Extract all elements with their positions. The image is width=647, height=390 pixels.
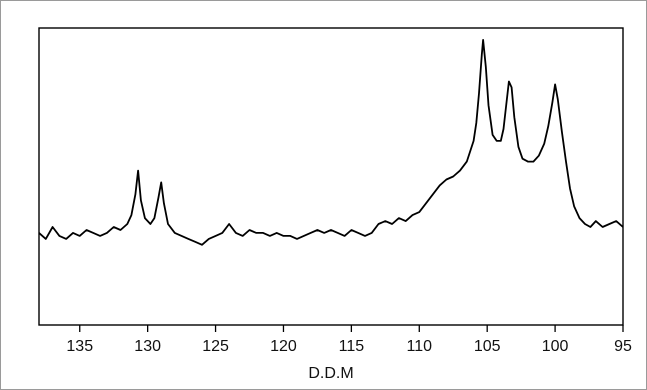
x-tick-label-120: 120 [270,338,297,355]
plot-area [38,27,624,326]
x-tick-label-125: 125 [202,338,229,355]
x-tick-label-100: 100 [542,338,569,355]
x-tick-label-135: 135 [66,338,93,355]
spectrum-trace [38,39,624,246]
x-tick-label-105: 105 [474,338,501,355]
x-tick-label-110: 110 [407,338,433,355]
x-tick-label-95: 95 [614,338,632,355]
x-axis-ticks [79,325,624,332]
x-axis-tick-labels: 135 130 125 120 115 110 105 100 95 [66,338,632,355]
x-axis-label: D.D.M [308,365,353,382]
x-tick-label-115: 115 [339,338,365,355]
x-tick-label-130: 130 [134,338,161,355]
